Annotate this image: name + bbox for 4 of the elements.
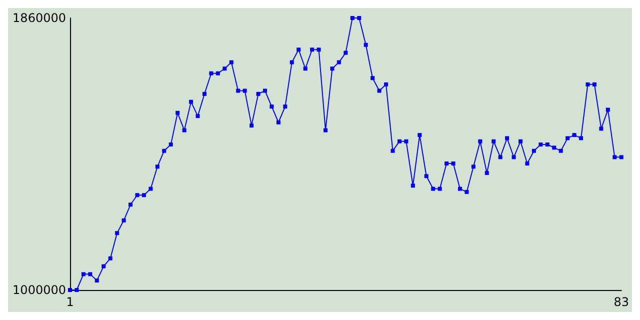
x-tick-label: 1	[66, 295, 74, 309]
y-tick-label: 1860000	[12, 11, 66, 25]
y-tick-label: 1000000	[12, 283, 66, 297]
x-tick-label: 83	[614, 295, 630, 309]
